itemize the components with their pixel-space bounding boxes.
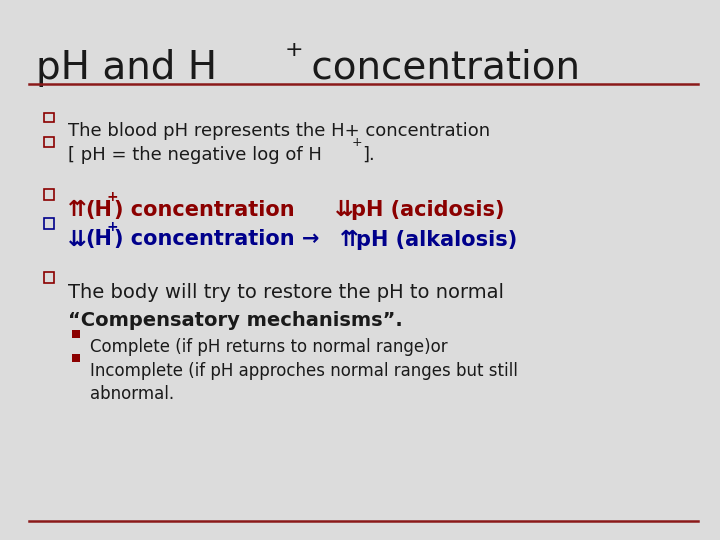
Text: “Compensatory mechanisms”.: “Compensatory mechanisms”. <box>68 310 403 329</box>
Text: +: + <box>107 220 118 234</box>
Text: concentration: concentration <box>299 49 580 86</box>
Text: ].: ]. <box>362 146 375 164</box>
Text: [ pH = the negative log of H: [ pH = the negative log of H <box>68 146 323 164</box>
Text: The blood pH represents the H+ concentration: The blood pH represents the H+ concentra… <box>68 122 490 139</box>
Text: The body will try to restore the pH to normal: The body will try to restore the pH to n… <box>68 284 505 302</box>
Text: ⇈: ⇈ <box>340 230 359 249</box>
Text: ⇊: ⇊ <box>68 230 87 249</box>
Text: Complete (if pH returns to normal range)or: Complete (if pH returns to normal range)… <box>90 338 448 355</box>
Text: +: + <box>107 190 118 204</box>
Text: pH (acidosis): pH (acidosis) <box>351 200 505 220</box>
Text: abnormal.: abnormal. <box>90 385 174 403</box>
Text: pH and H: pH and H <box>36 49 217 86</box>
Text: (H: (H <box>85 230 112 249</box>
Text: (H: (H <box>85 200 112 220</box>
Text: +: + <box>351 136 362 149</box>
Text: ) concentration: ) concentration <box>114 200 294 220</box>
Text: ⇊: ⇊ <box>335 200 354 220</box>
Text: Incomplete (if pH approches normal ranges but still: Incomplete (if pH approches normal range… <box>90 362 518 380</box>
Text: ⇈: ⇈ <box>68 200 87 220</box>
FancyBboxPatch shape <box>72 354 79 362</box>
FancyBboxPatch shape <box>72 330 79 338</box>
Text: ) concentration →: ) concentration → <box>114 230 326 249</box>
Text: +: + <box>284 40 303 60</box>
Text: pH (alkalosis): pH (alkalosis) <box>356 230 518 249</box>
